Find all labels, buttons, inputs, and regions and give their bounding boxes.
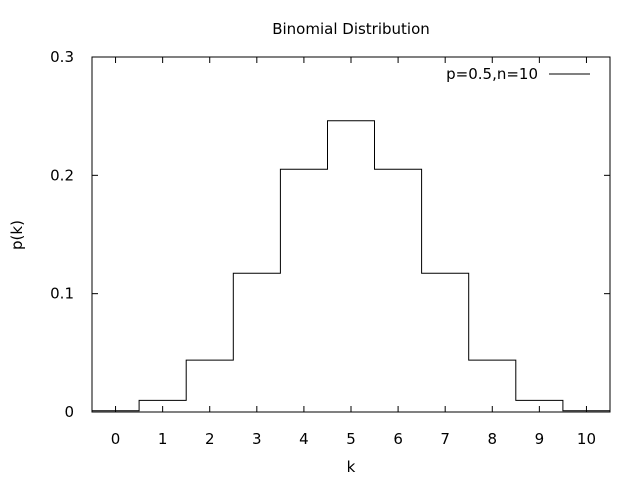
x-tick-label: 1 bbox=[158, 430, 168, 448]
x-tick-label: 8 bbox=[487, 430, 497, 448]
x-tick-label: 0 bbox=[111, 430, 121, 448]
axis-ticks: 0 1 2 3 4 5 6 7 8 9 10 0 0.1 0.2 0.3 bbox=[50, 48, 610, 448]
plot-area-border bbox=[91, 56, 611, 413]
series-steps-line bbox=[92, 120, 610, 412]
x-tick-label: 7 bbox=[440, 430, 450, 448]
series-group bbox=[92, 120, 610, 412]
x-tick-label: 5 bbox=[346, 430, 356, 448]
x-tick-label: 10 bbox=[577, 430, 596, 448]
y-tick-label: 0.3 bbox=[50, 48, 74, 66]
legend: p=0.5,n=10 bbox=[446, 65, 590, 83]
legend-label: p=0.5,n=10 bbox=[446, 65, 538, 83]
y-axis-label: p(k) bbox=[8, 220, 26, 250]
x-tick-label: 4 bbox=[299, 430, 309, 448]
x-tick-label: 2 bbox=[205, 430, 215, 448]
chart-title: Binomial Distribution bbox=[272, 20, 430, 38]
y-tick-label: 0 bbox=[64, 403, 74, 421]
x-axis-label: k bbox=[347, 458, 356, 476]
y-tick-label: 0.1 bbox=[50, 285, 74, 303]
y-tick-label: 0.2 bbox=[50, 166, 74, 184]
x-tick-label: 9 bbox=[535, 430, 545, 448]
x-tick-label: 3 bbox=[252, 430, 262, 448]
x-tick-label: 6 bbox=[393, 430, 403, 448]
